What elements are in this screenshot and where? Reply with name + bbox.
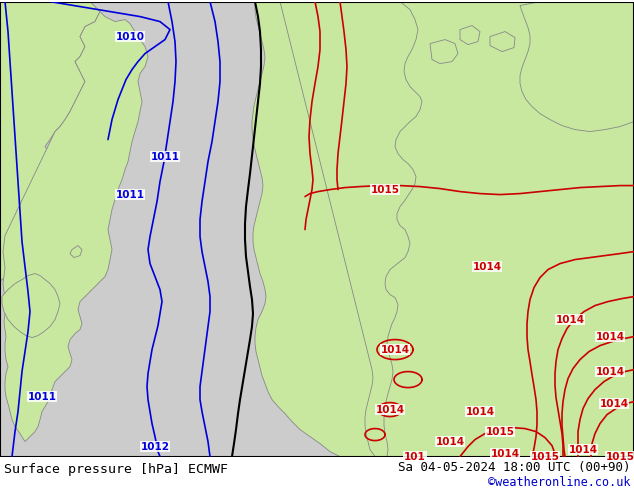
Text: ©weatheronline.co.uk: ©weatheronline.co.uk (488, 476, 630, 489)
Text: 1014: 1014 (595, 367, 624, 377)
Text: 1014: 1014 (472, 262, 501, 271)
Polygon shape (3, 12, 148, 441)
Polygon shape (0, 1, 100, 282)
Text: 1012: 1012 (141, 441, 169, 452)
Text: 1014: 1014 (375, 405, 404, 415)
Text: 1015: 1015 (486, 427, 515, 437)
Polygon shape (200, 1, 634, 457)
Text: 1014: 1014 (595, 332, 624, 342)
Text: 1014: 1014 (599, 398, 628, 409)
Text: 1014: 1014 (465, 407, 495, 416)
Polygon shape (280, 1, 422, 457)
Text: Sa 04-05-2024 18:00 UTC (00+90): Sa 04-05-2024 18:00 UTC (00+90) (398, 461, 630, 474)
Polygon shape (490, 31, 515, 51)
Text: 1015: 1015 (370, 185, 399, 195)
Polygon shape (460, 25, 480, 45)
Polygon shape (520, 1, 634, 132)
Polygon shape (430, 40, 458, 64)
Text: 1010: 1010 (115, 31, 145, 42)
Text: 1011: 1011 (115, 190, 145, 199)
Text: 1014: 1014 (569, 444, 598, 455)
Text: 1011: 1011 (150, 151, 179, 162)
Text: 1014: 1014 (380, 344, 410, 355)
Text: 1014: 1014 (436, 437, 465, 446)
Text: 1011: 1011 (27, 392, 56, 402)
Text: 1014: 1014 (491, 448, 519, 459)
Text: 1015: 1015 (531, 452, 559, 462)
Text: Surface pressure [hPa] ECMWF: Surface pressure [hPa] ECMWF (4, 463, 228, 476)
Text: 1015: 1015 (605, 452, 634, 462)
Polygon shape (2, 273, 60, 338)
Text: 1014: 1014 (555, 315, 585, 324)
Text: 101: 101 (404, 452, 426, 462)
Polygon shape (70, 245, 82, 258)
